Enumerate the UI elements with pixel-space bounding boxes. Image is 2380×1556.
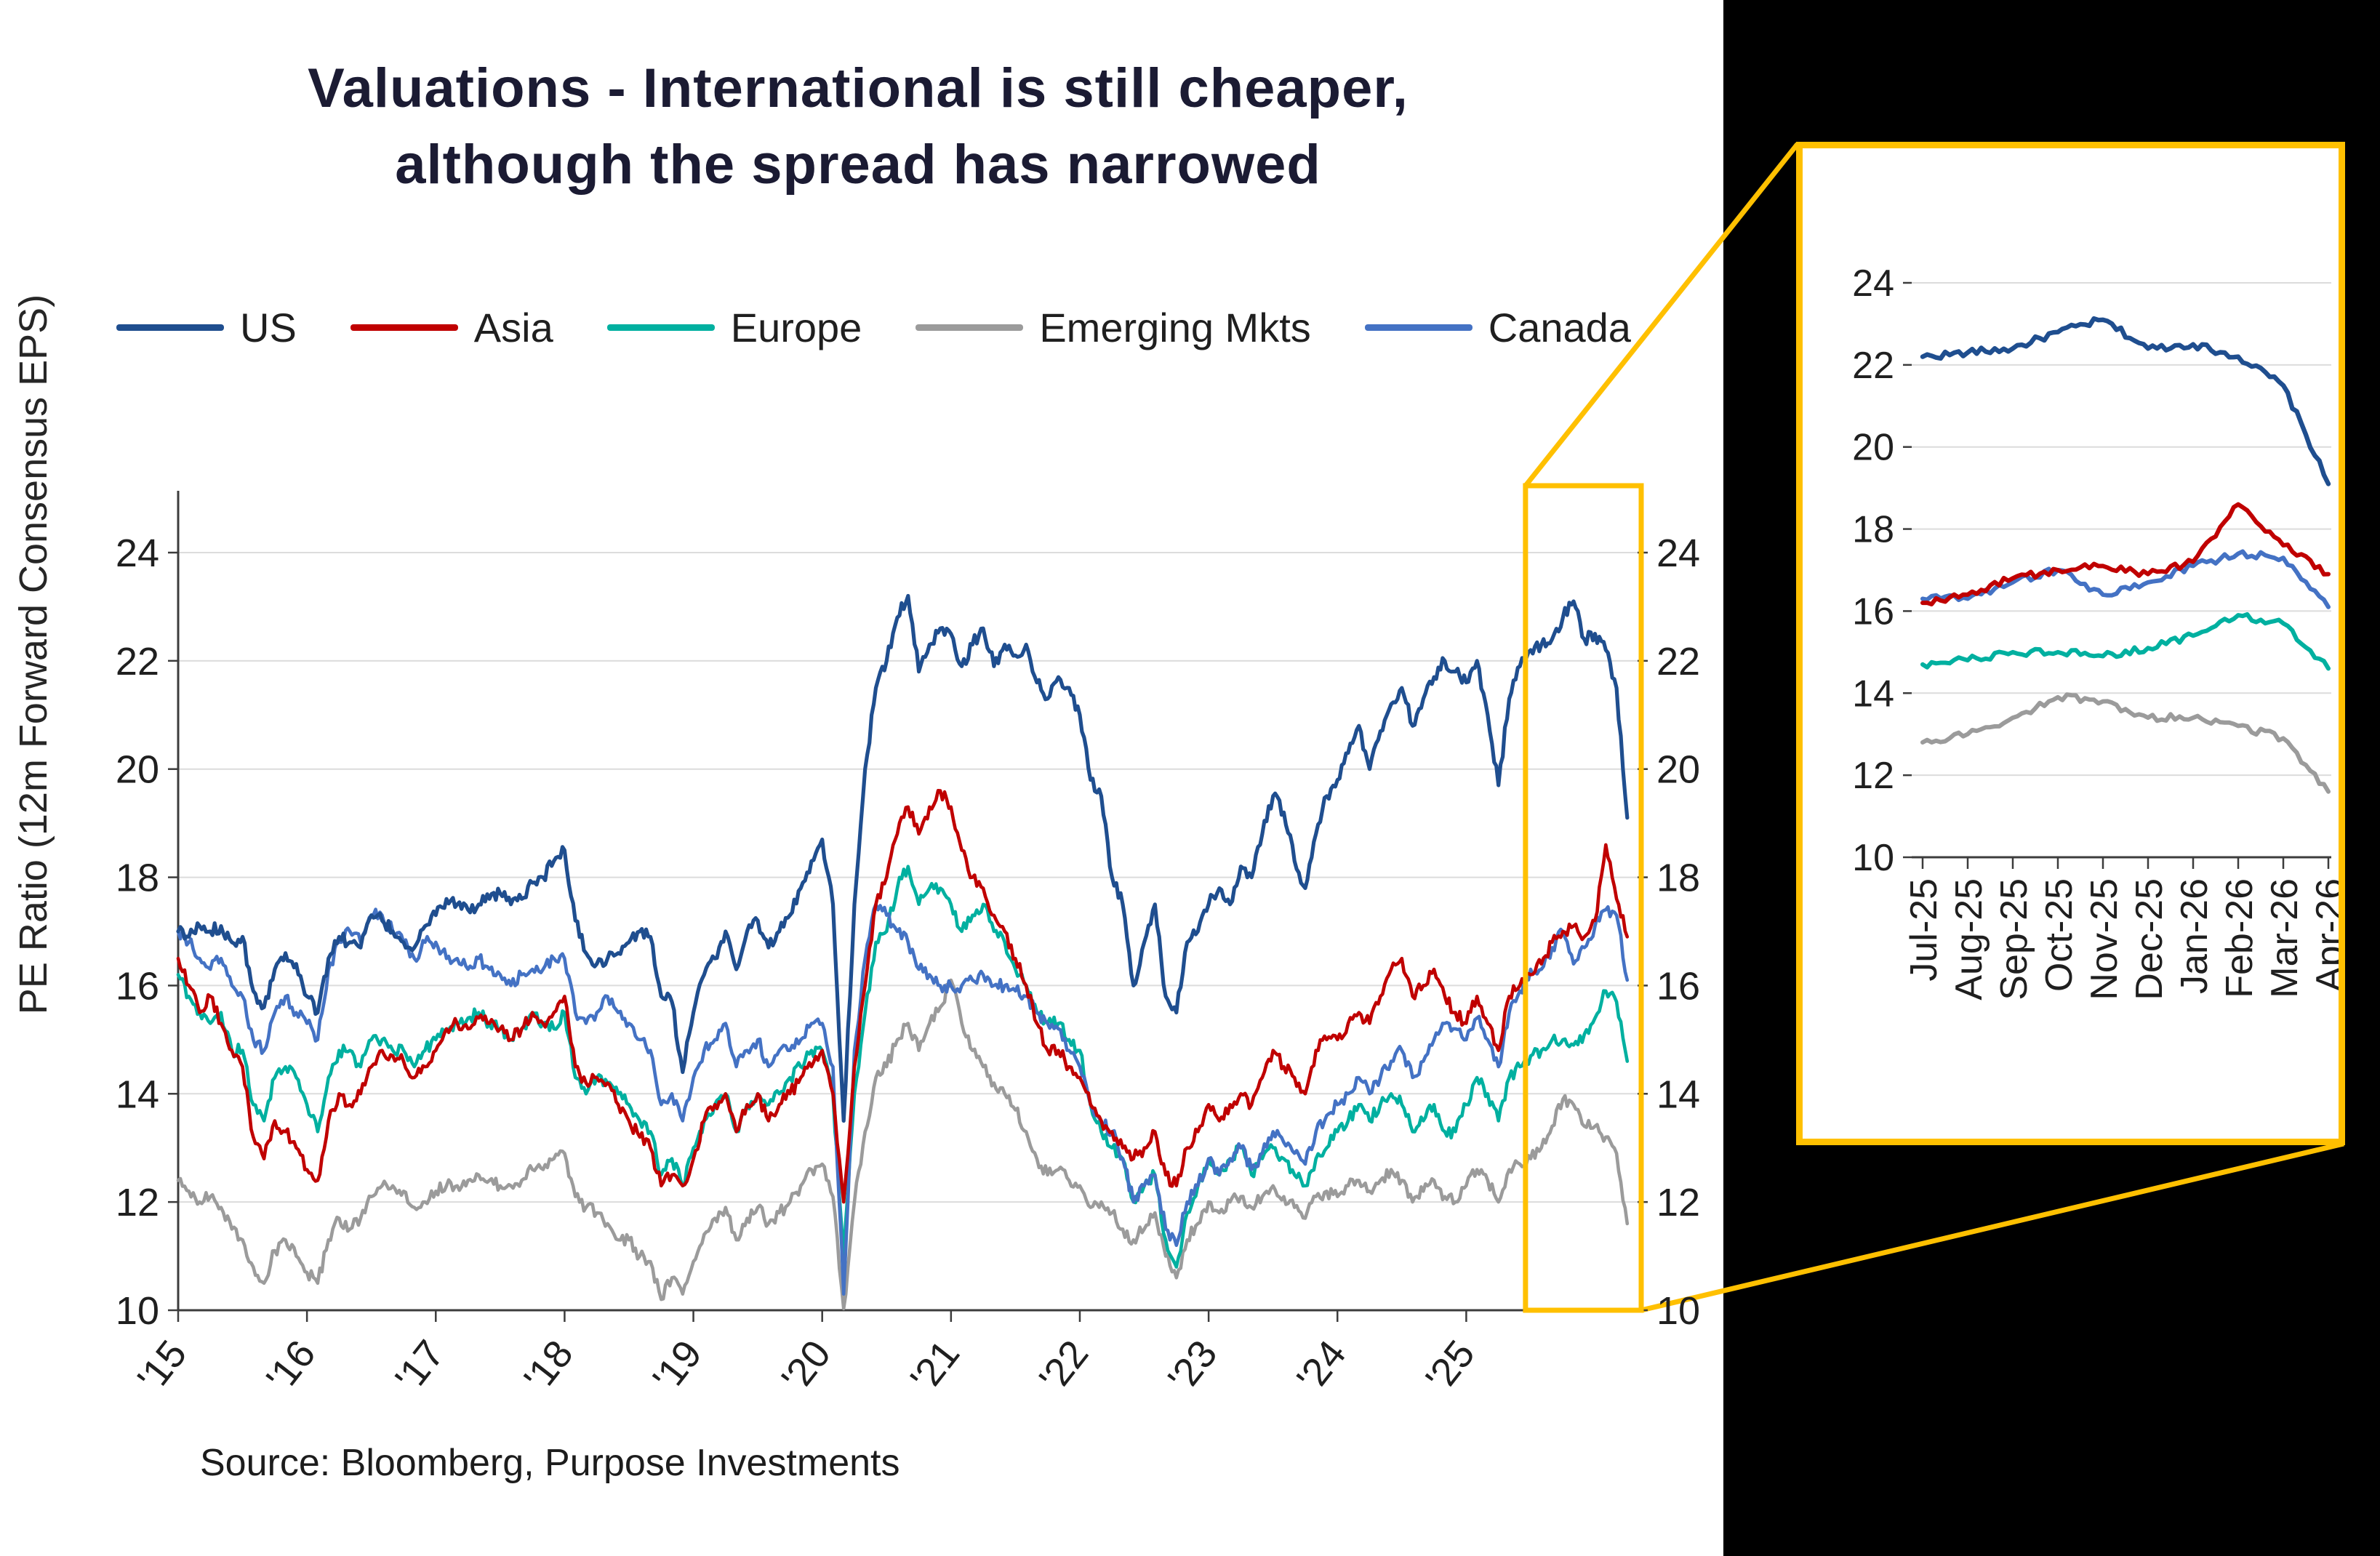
emerging-mkts-line-swatch <box>915 324 1024 331</box>
x-tick-label: '21 <box>902 1332 969 1399</box>
y-tick-label: 10 <box>116 1289 159 1333</box>
connector-line-bottom <box>1640 1141 2344 1313</box>
series-line-europe <box>176 865 1630 1269</box>
x-tick-label: '24 <box>1289 1332 1355 1399</box>
inset-y-tick-label: 10 <box>1852 837 1894 879</box>
y-tick-label-right: 18 <box>1656 857 1700 900</box>
x-tick-label: '16 <box>258 1332 324 1399</box>
inset-y-tick-label: 18 <box>1852 509 1894 551</box>
series-line-asia <box>176 789 1630 1204</box>
inset-y-tick-label: 22 <box>1852 345 1894 387</box>
y-tick-label-right: 22 <box>1656 640 1700 683</box>
y-tick-label-right: 16 <box>1656 964 1700 1008</box>
y-tick-label-right: 10 <box>1656 1289 1700 1333</box>
series-line-us <box>176 593 1630 1123</box>
chart-legend: US Asia Europe Emerging Mkts Canada <box>116 304 1723 351</box>
highlight-box <box>1523 483 1644 1313</box>
inset-x-tick-label: Apr-26 <box>2309 878 2339 992</box>
legend-item-us: US <box>116 304 297 351</box>
y-tick-label: 16 <box>116 964 159 1008</box>
y-tick-label-right: 20 <box>1656 748 1700 792</box>
y-tick-label: 12 <box>116 1181 159 1224</box>
legend-item-canada: Canada <box>1364 304 1631 351</box>
inset-y-tick-label: 12 <box>1852 755 1894 797</box>
inset-x-tick-label: Dec-25 <box>2128 878 2171 1000</box>
inset-x-tick-label: Jul-25 <box>1903 878 1945 982</box>
legend-label-europe: Europe <box>730 305 862 350</box>
legend-label-canada: Canada <box>1488 305 1631 350</box>
y-tick-label: 20 <box>116 748 159 792</box>
legend-item-asia: Asia <box>350 304 553 351</box>
y-tick-label-right: 14 <box>1656 1072 1700 1116</box>
zoom-inset-chart: 10 12 14 16 18 20 22 24 Jul-25 Aug-25 Sep-25 Oct-25… <box>1796 142 2351 1145</box>
legend-item-europe: Europe <box>606 304 862 351</box>
inset-y-tick-label: 20 <box>1852 427 1894 469</box>
inset-x-tick-label: Jan-26 <box>2173 878 2216 994</box>
legend-label-us: US <box>240 305 297 350</box>
inset-x-tick-label: Feb-26 <box>2219 878 2261 998</box>
inset-y-tick-label: 24 <box>1852 262 1894 305</box>
series-line-emerging-mkts <box>176 978 1630 1311</box>
chart-title-line-1: Valuations - International is still chea… <box>308 57 1409 119</box>
x-tick-label: '19 <box>644 1332 710 1399</box>
y-tick-label: 18 <box>116 857 159 900</box>
inset-chart-svg: 10 12 14 16 18 20 22 24 Jul-25 Aug-25 Sep-25 Oct-25… <box>1852 262 2351 1000</box>
y-tick-label-right: 12 <box>1656 1181 1700 1224</box>
source-note: Source: Bloomberg, Purpose Investments <box>200 1442 900 1484</box>
y-tick-label: 24 <box>116 532 159 575</box>
x-tick-label: '25 <box>1417 1332 1483 1399</box>
x-tick-label: '23 <box>1160 1332 1226 1399</box>
inset-x-tick-label: Sep-25 <box>1993 878 2035 1000</box>
x-tick-label: '15 <box>129 1332 196 1399</box>
inset-series-line-canada <box>1920 549 2331 609</box>
x-tick-label: '18 <box>516 1332 582 1399</box>
y-tick-label: 22 <box>116 640 159 683</box>
y-axis-title-text: PE Ratio (12m Forward Consensus EPS) <box>12 294 56 1015</box>
x-tick-label: '20 <box>774 1332 840 1399</box>
inset-x-tick-label: Mar-26 <box>2264 878 2306 998</box>
y-axis-title: PE Ratio (12m Forward Consensus EPS) <box>0 167 77 1142</box>
europe-line-swatch <box>606 324 715 331</box>
us-line-swatch <box>116 324 224 331</box>
series-line-canada <box>176 902 1630 1296</box>
legend-label-emerging-mkts: Emerging Mkts <box>1039 305 1311 350</box>
y-tick-label: 14 <box>116 1072 159 1116</box>
x-tick-label: '17 <box>387 1332 453 1399</box>
legend-label-asia: Asia <box>473 305 553 350</box>
x-tick-label: '22 <box>1031 1332 1097 1399</box>
inset-series-line-emerging-mkts <box>1920 692 2331 794</box>
inset-series-line-us <box>1920 316 2331 486</box>
inset-y-tick-label: 16 <box>1852 590 1894 633</box>
y-tick-label-right: 24 <box>1656 532 1700 575</box>
asia-line-swatch <box>350 324 458 331</box>
inset-x-tick-label: Nov-25 <box>2083 878 2125 1000</box>
inset-series-line-europe <box>1920 611 2331 671</box>
legend-item-emerging-mkts: Emerging Mkts <box>915 304 1311 351</box>
canada-line-swatch <box>1364 324 1473 331</box>
inset-x-tick-label: Aug-25 <box>1948 878 1990 1000</box>
inset-x-tick-label: Oct-25 <box>2038 878 2080 992</box>
connector-line-top <box>1523 142 1800 488</box>
inset-series-line-asia <box>1920 502 2331 606</box>
chart-title: Valuations - International is still chea… <box>44 51 1672 204</box>
chart-title-line-2: although the spread has narrowed <box>395 133 1321 196</box>
inset-y-tick-label: 14 <box>1852 673 1894 715</box>
